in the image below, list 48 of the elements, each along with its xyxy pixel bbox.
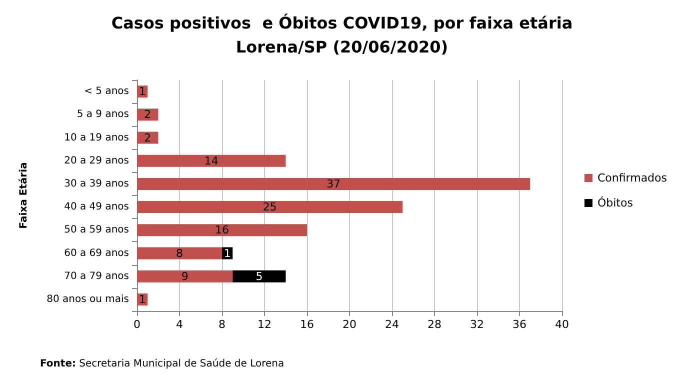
x-tick-label: 16 [300,318,314,331]
x-tick-label: 0 [134,318,140,331]
x-tick-label: 32 [470,318,484,331]
data-label: 14 [204,154,218,168]
chart-subtitle: Lorena/SP (20/06/2020) [236,38,448,56]
bar [232,270,286,282]
bar [137,270,233,282]
bar [137,201,403,214]
bar [137,178,530,190]
y-tick-label: 80 anos ou mais [46,294,129,305]
bar [137,108,158,121]
source-note: Fonte: Secretaria Municipal de Saúde de Lorena [40,358,284,370]
bar [137,132,158,144]
data-label: 9 [181,270,188,283]
data-label: 8 [176,246,183,260]
bar [137,224,307,236]
data-label: 1 [138,85,146,98]
bar [137,247,222,260]
y-tick-label: 10 a 19 anos [64,132,129,144]
x-tick-label: 8 [218,318,226,331]
y-tick-label: 50 a 59 anos [64,224,129,236]
x-tick-label: 40 [555,318,569,331]
data-label: 2 [144,108,152,122]
y-tick-label: < 5 anos [84,86,129,98]
x-tick-label: 4 [176,318,183,331]
y-tick-label: 70 a 79 anos [64,270,129,282]
data-label: 16 [215,224,229,237]
data-label: 1 [224,246,231,260]
data-label: 1 [138,292,146,306]
x-tick-label: 28 [428,318,442,331]
legend-label: Óbitos [597,196,634,210]
bar [137,154,286,167]
y-tick-label: 5 a 9 anos [76,109,129,120]
chart-title: Casos positivos e Óbitos COVID19, por faixa etária [111,14,573,32]
y-tick-label: 40 a 49 anos [64,202,129,213]
data-label: 2 [144,131,152,144]
x-tick-label: 24 [385,318,399,331]
x-tick-label: 12 [258,318,272,331]
x-tick-label: 36 [512,318,526,331]
data-label: 25 [262,200,277,214]
y-tick-label: 30 a 39 anos [64,178,129,190]
y-tick-label: 20 a 29 anos [64,155,129,166]
y-axis-title: Faixa Etária [18,162,30,229]
data-label: 5 [256,270,263,283]
legend-label: Confirmados [597,172,668,184]
x-tick-label: 20 [342,318,356,331]
data-label: 37 [326,177,341,190]
y-tick-label: 60 a 69 anos [64,248,129,259]
